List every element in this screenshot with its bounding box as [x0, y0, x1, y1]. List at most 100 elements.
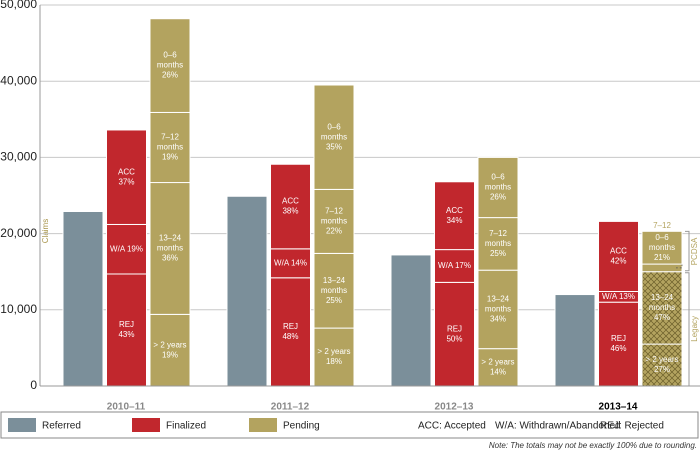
y-tick-label: 20,000 — [0, 226, 37, 240]
bracket — [685, 272, 690, 387]
segment-label: months — [321, 217, 347, 226]
segment-label: 21% — [654, 253, 670, 262]
category-label: 2010–11 — [107, 402, 146, 413]
segment-label: 25% — [490, 249, 506, 258]
y-tick-label: 50,000 — [0, 0, 37, 11]
legend-label: Pending — [283, 421, 320, 432]
segment-label: 34% — [446, 216, 462, 225]
legend-swatch — [8, 418, 36, 432]
segment-label: REJ — [283, 322, 298, 331]
segment-label: 26% — [490, 193, 506, 202]
segment-label: W/A 17% — [438, 261, 471, 270]
y-tick-label: 10,000 — [0, 302, 37, 316]
segment-label: W/A 19% — [110, 244, 143, 253]
segment-label: 25% — [326, 296, 342, 305]
bracket-label: Legacy — [690, 316, 699, 342]
segment-label: 22% — [326, 227, 342, 236]
segment-label: 7–12 — [653, 221, 671, 230]
segment-label: 0–6 — [491, 173, 505, 182]
legend-swatch — [249, 418, 277, 432]
bar-segment — [62, 211, 104, 387]
segment-label: months — [485, 305, 511, 314]
bar-segment — [641, 230, 683, 265]
segment-label: months — [321, 286, 347, 295]
segment-label: 48% — [282, 332, 298, 341]
bar-segment — [434, 281, 475, 387]
segment-label: 43% — [118, 330, 134, 339]
y-tick-label: 30,000 — [0, 150, 37, 164]
segment-label: 7–12 — [489, 229, 507, 238]
segment-label: 50% — [446, 334, 462, 343]
segment-label: ACC — [610, 247, 627, 256]
segment-label: 27% — [654, 365, 670, 374]
segment-label: 13–24 — [487, 295, 510, 304]
segment-label: > 2 years — [317, 347, 350, 356]
segment-label: months — [157, 61, 183, 70]
segment-label: 0–6 — [163, 51, 177, 60]
segment-label: months — [485, 183, 511, 192]
bar-segment — [149, 182, 191, 315]
segment-label: W/A 13% — [602, 292, 635, 301]
segment-label: 19% — [162, 350, 178, 359]
bar-segment — [390, 254, 432, 387]
segment-label: REJ — [447, 324, 462, 333]
legend-box — [0, 411, 699, 439]
segment-label: 46% — [610, 344, 626, 353]
y-axis-label: Claims — [41, 219, 50, 243]
bracket — [685, 230, 690, 272]
bar-segment — [313, 84, 355, 190]
bar-segment — [477, 348, 519, 387]
category-label: 2013–14 — [599, 402, 638, 413]
bar-segment — [270, 277, 311, 387]
segment-label: months — [321, 132, 347, 141]
bar-segment — [554, 294, 596, 387]
segment-label: > 2 years — [153, 340, 186, 349]
segment-label: 19% — [162, 153, 178, 162]
segment-label: 34% — [490, 315, 506, 324]
segment-label: months — [157, 143, 183, 152]
legend-label: Referred — [42, 421, 81, 432]
segment-label: ACC — [282, 197, 299, 206]
segment-label: REJ — [611, 334, 626, 343]
bar-segment — [270, 163, 311, 250]
segment-label: months — [649, 243, 675, 252]
bar-segment — [477, 156, 519, 219]
segment-label: ACC — [118, 167, 135, 176]
segment-label: > 2 years — [481, 357, 514, 366]
segment-label: 14% — [490, 367, 506, 376]
category-label: 2011–12 — [271, 402, 310, 413]
legend-label: Finalized — [166, 421, 206, 432]
bar-segment — [477, 217, 519, 271]
bar-segment — [598, 220, 639, 293]
segment-label: REJ — [119, 320, 134, 329]
segment-label: 13–24 — [323, 276, 346, 285]
legend-swatch — [132, 418, 160, 432]
segment-label: 0–6 — [327, 122, 341, 131]
segment-label: 35% — [326, 142, 342, 151]
abbreviation: REJ: Rejected — [600, 421, 664, 432]
category-label: 2012–13 — [435, 402, 474, 413]
y-tick-label: 40,000 — [0, 73, 37, 87]
segment-label: ACC — [446, 206, 463, 215]
segment-label: 13–24 — [159, 234, 182, 243]
segment-label: months — [157, 244, 183, 253]
segment-label: 7–12 — [161, 133, 179, 142]
bar-segment — [641, 271, 683, 345]
bar-segment — [313, 252, 355, 329]
bar-segment — [106, 129, 147, 225]
segment-label: 36% — [162, 254, 178, 263]
segment-label: 42% — [610, 257, 626, 266]
note: Note: The totals may not be exactly 100%… — [489, 441, 697, 450]
segment-label: > 2 years — [645, 355, 678, 364]
segment-label: 0–6 — [655, 233, 669, 242]
segment-label: 38% — [282, 207, 298, 216]
bar-segment — [149, 111, 191, 184]
segment-label: 47% — [654, 313, 670, 322]
segment-label: months — [485, 239, 511, 248]
segment-label: 7–12 — [325, 207, 343, 216]
segment-label: 26% — [162, 71, 178, 80]
bar-segment — [226, 195, 268, 387]
segment-label: 18% — [326, 357, 342, 366]
segment-label: months — [649, 303, 675, 312]
